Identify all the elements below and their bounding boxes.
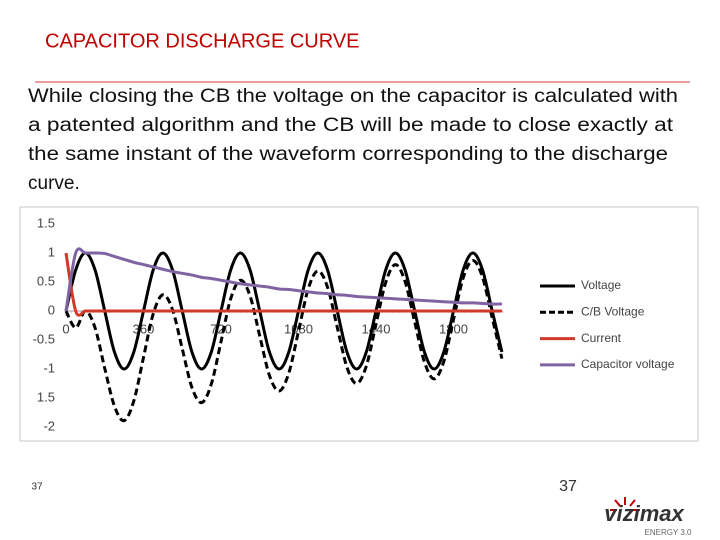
paragraph: While closing the CB the voltage on the … — [28, 86, 678, 194]
legend-label: C/B Voltage — [581, 304, 645, 318]
y-tick-label: 0.5 — [37, 273, 55, 288]
series-line — [64, 259, 504, 423]
x-tick-label: 1800 — [439, 321, 468, 336]
paragraph-line: curve. — [28, 173, 80, 194]
legend-label: Current — [581, 331, 622, 345]
x-tick-label: 0 — [62, 321, 69, 336]
logo-subtitle: ENERGY 3.0 — [645, 528, 693, 537]
series-line — [64, 251, 504, 371]
x-tick-label: 1440 — [362, 321, 391, 336]
y-tick-label: 1 — [48, 244, 55, 259]
logo: vizimax — [604, 501, 684, 526]
page-number-left: 37 — [31, 482, 43, 493]
y-tick-label: -1 — [43, 360, 55, 375]
y-tick-label: 1.5 — [37, 389, 55, 404]
chart-frame — [19, 206, 699, 442]
slide-title: CAPACITOR DISCHARGE CURVE — [45, 30, 360, 52]
series-line — [64, 252, 502, 317]
legend-label: Capacitor voltage — [581, 357, 675, 371]
y-tick-label: 1.5 — [37, 215, 55, 230]
paragraph-line: While closing the CB the voltage on the … — [28, 86, 678, 107]
x-tick-label: 720 — [210, 321, 232, 336]
legend-label: Voltage — [581, 278, 621, 292]
page-number: 37 — [559, 478, 577, 495]
y-tick-label: -2 — [43, 418, 55, 433]
series-line — [64, 247, 502, 312]
x-tick-label: 1080 — [284, 321, 313, 336]
chart: -21.5-1-0.500.511.50 360 720 1080 1440 1800Vo… — [33, 215, 675, 433]
y-tick-label: 0 — [48, 302, 55, 317]
paragraph-line: a patented algorithm and the CB will be … — [28, 115, 674, 136]
logo-star — [610, 497, 640, 511]
paragraph-line: the same instant of the waveform corresp… — [28, 144, 668, 165]
y-tick-label: -0.5 — [33, 331, 55, 346]
